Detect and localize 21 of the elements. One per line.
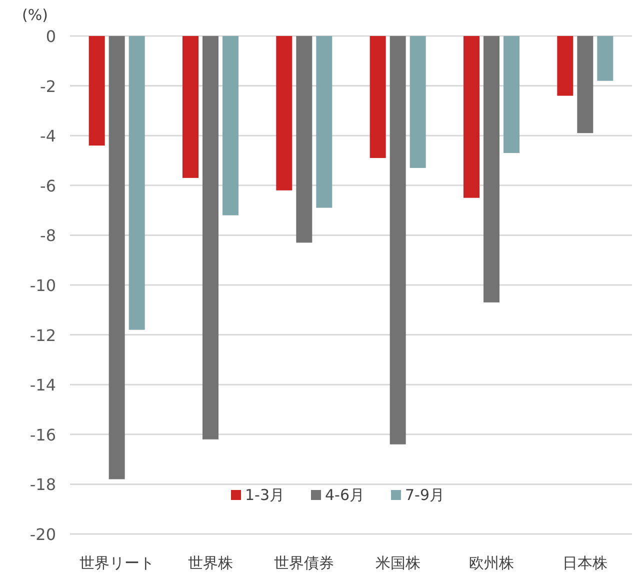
y-tick-label: -14 (30, 376, 56, 395)
x-tick-label: 米国株 (375, 554, 420, 572)
y-tick-label: -10 (30, 276, 56, 295)
legend-label: 4-6月 (325, 486, 364, 504)
legend-label: 1-3月 (245, 486, 284, 504)
x-tick-label: 日本株 (562, 554, 608, 572)
y-tick-label: -20 (30, 525, 56, 544)
y-tick-label: 0 (46, 27, 56, 46)
y-tick-label: -8 (40, 226, 56, 246)
x-tick-label: 欧州株 (469, 554, 514, 572)
x-tick-label: 世界株 (188, 554, 233, 572)
y-tick-label: -6 (40, 176, 56, 196)
y-tick-label: -4 (40, 126, 56, 146)
y-tick-label: -16 (30, 425, 56, 444)
y-tick-label: -18 (30, 475, 56, 494)
legend-label: 7-9月 (405, 486, 444, 504)
x-tick-label: 世界リート (79, 554, 154, 572)
y-tick-label: -12 (30, 326, 56, 345)
y-axis-title: (%) (22, 6, 48, 24)
x-tick-label: 世界債券 (274, 554, 334, 572)
y-tick-label: -2 (40, 76, 56, 96)
